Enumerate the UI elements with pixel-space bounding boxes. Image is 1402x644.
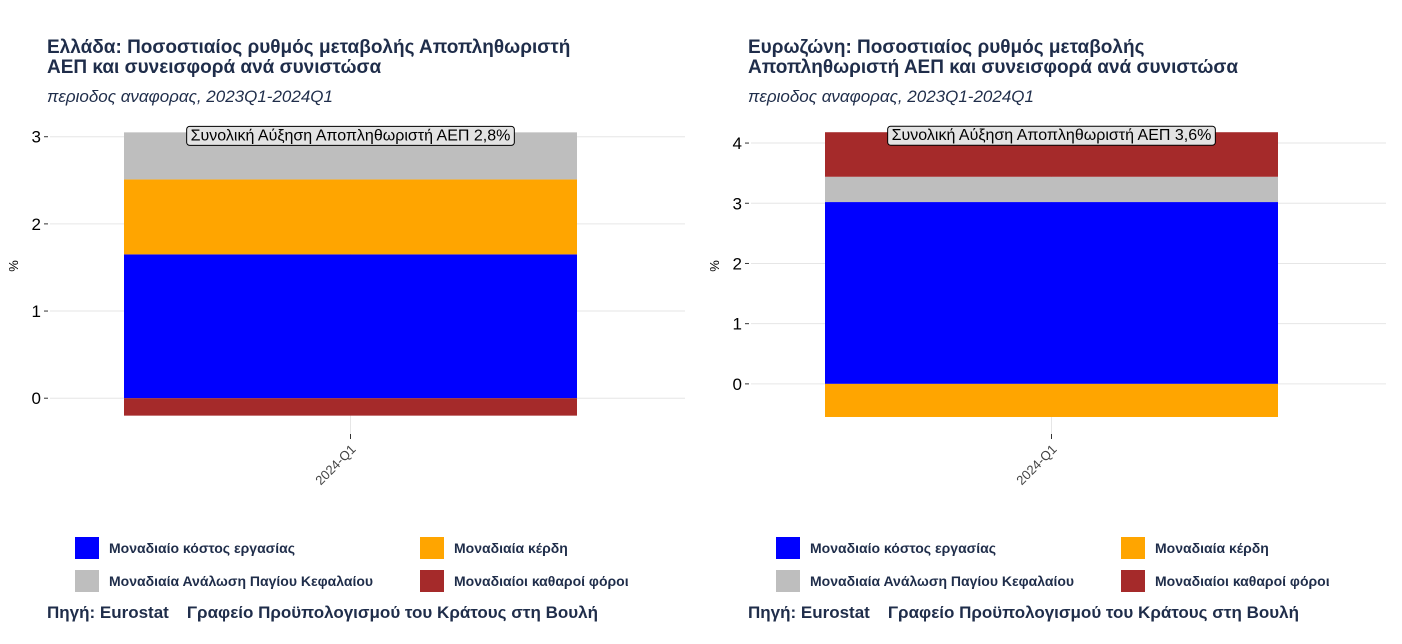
y-tick-label: 0 (733, 375, 742, 394)
legend-item-unit-profits: Μοναδιαία κέρδη (420, 536, 568, 560)
y-tick-label: 3 (32, 128, 41, 147)
x-tick-label: 2024-Q1 (1013, 442, 1059, 488)
legend-swatch (420, 570, 444, 592)
eurozone-bar-chart: 0 1 2 3 4% 2024-Q1 Συνολική Αύξηση Αποπληθωρισ… (707, 125, 1386, 488)
chart-subtitle: περιοδος αναφορας, 2023Q1-2024Q1 (47, 87, 333, 106)
source-organisation: Γραφείο Προϋπολογισμού του Κράτους στη Β… (186, 603, 598, 622)
legend-label: Μοναδιαία Ανάλωση Παγίου Κεφαλαίου (810, 573, 1075, 589)
y-tick-label: 2 (733, 254, 742, 273)
legend-swatch (75, 537, 99, 559)
legend-item-fixed-capital-consumption: Μοναδιαία Ανάλωση Παγίου Κεφαλαίου (776, 569, 1074, 593)
x-tick-label: 2024-Q1 (312, 442, 358, 488)
y-tick-label: 3 (733, 194, 742, 213)
legend-swatch (1121, 570, 1145, 592)
y-tick-label: 1 (733, 315, 742, 334)
y-tick-label: 4 (733, 134, 742, 153)
source-note: Πηγή: Eurostat Γραφείο Προϋπολογισμού του… (748, 603, 1299, 623)
legend-swatch (776, 537, 800, 559)
total-annotation-box (887, 125, 1216, 146)
y-tick-label: 0 (32, 389, 41, 408)
chart-legend: Μοναδιαίο κόστος εργασίας Μοναδιαία κέρδ… (75, 536, 695, 596)
source-label: Πηγή: Eurostat (748, 603, 870, 622)
legend-swatch (776, 570, 800, 592)
legend-item-unit-profits: Μοναδιαία κέρδη (1121, 536, 1269, 560)
legend-label: Μοναδιαίο κόστος εργασίας (810, 540, 997, 556)
legend-item-unit-labour-cost: Μοναδιαίο κόστος εργασίας (75, 536, 295, 560)
y-axis-label: % (6, 260, 21, 272)
total-annotation-text: Συνολική Αύξηση Αποπληθωριστή ΑΕΠ 2,8% (191, 127, 511, 144)
legend-label: Μοναδιαίοι καθαροί φόροι (1155, 573, 1330, 589)
y-tick-label: 1 (32, 302, 41, 321)
chart-legend: Μοναδιαίο κόστος εργασίας Μοναδιαία κέρδ… (776, 536, 1396, 596)
legend-swatch (1121, 537, 1145, 559)
chart-title: Ευρωζώνη: Ποσοστιαίος ρυθμός μεταβολής Α… (748, 38, 1388, 78)
legend-item-fixed-capital-consumption: Μοναδιαία Ανάλωση Παγίου Κεφαλαίου (75, 569, 373, 593)
legend-label: Μοναδιαίο κόστος εργασίας (109, 540, 296, 556)
total-annotation-text: Συνολική Αύξηση Αποπληθωριστή ΑΕΠ 3,6% (892, 127, 1212, 144)
legend-swatch (75, 570, 99, 592)
total-annotation: Συνολική Αύξηση Αποπληθωριστή ΑΕΠ 2,8% (186, 125, 515, 146)
chart-title-line-2: ΑΕΠ και συνεισφορά ανά συνιστώσα (47, 57, 382, 78)
total-annotation-box (186, 125, 515, 146)
legend-swatch (420, 537, 444, 559)
source-note: Πηγή: Eurostat Γραφείο Προϋπολογισμού του… (47, 603, 598, 623)
bar-segment (124, 179, 577, 255)
legend-label: Μοναδιαία κέρδη (454, 540, 568, 556)
legend-item-unit-labour-cost: Μοναδιαίο κόστος εργασίας (776, 536, 996, 560)
greece-bar-chart: 0 1 2 3% 2024-Q1 Συνολική Αύξηση Αποπληθωριστ… (6, 125, 685, 488)
chart-subtitle: περιοδος αναφορας, 2023Q1-2024Q1 (748, 87, 1034, 106)
y-tick-label: 2 (32, 215, 41, 234)
bar-segment (124, 398, 577, 416)
legend-item-net-taxes: Μοναδιαίοι καθαροί φόροι (1121, 569, 1330, 593)
chart-title: Ελλάδα: Ποσοστιαίος ρυθμός μεταβολής Απο… (47, 38, 687, 78)
bar-segment (124, 254, 577, 399)
legend-label: Μοναδιαία κέρδη (1155, 540, 1269, 556)
legend-label: Μοναδιαίοι καθαροί φόροι (454, 573, 629, 589)
bar-segment (825, 383, 1278, 417)
total-annotation: Συνολική Αύξηση Αποπληθωριστή ΑΕΠ 3,6% (887, 125, 1216, 146)
chart-title-line-2: Αποπληθωριστή ΑΕΠ και συνεισφορά ανά συν… (748, 57, 1239, 78)
chart-title-line-1: Ευρωζώνη: Ποσοστιαίος ρυθμός μεταβολής (748, 37, 1145, 58)
source-label: Πηγή: Eurostat (47, 603, 169, 622)
y-axis-label: % (707, 260, 722, 272)
legend-label: Μοναδιαία Ανάλωση Παγίου Κεφαλαίου (109, 573, 374, 589)
bar-segment (825, 176, 1278, 203)
chart-title-line-1: Ελλάδα: Ποσοστιαίος ρυθμός μεταβολής Απο… (47, 37, 571, 58)
greece-chart-panel: Ελλάδα: Ποσοστιαίος ρυθμός μεταβολής Απο… (6, 38, 695, 623)
source-organisation: Γραφείο Προϋπολογισμού του Κράτους στη Β… (887, 603, 1299, 622)
eurozone-chart-panel: Ευρωζώνη: Ποσοστιαίος ρυθμός μεταβολής Α… (701, 0, 1402, 644)
legend-item-net-taxes: Μοναδιαίοι καθαροί φόροι (420, 569, 629, 593)
bar-segment (825, 202, 1278, 384)
